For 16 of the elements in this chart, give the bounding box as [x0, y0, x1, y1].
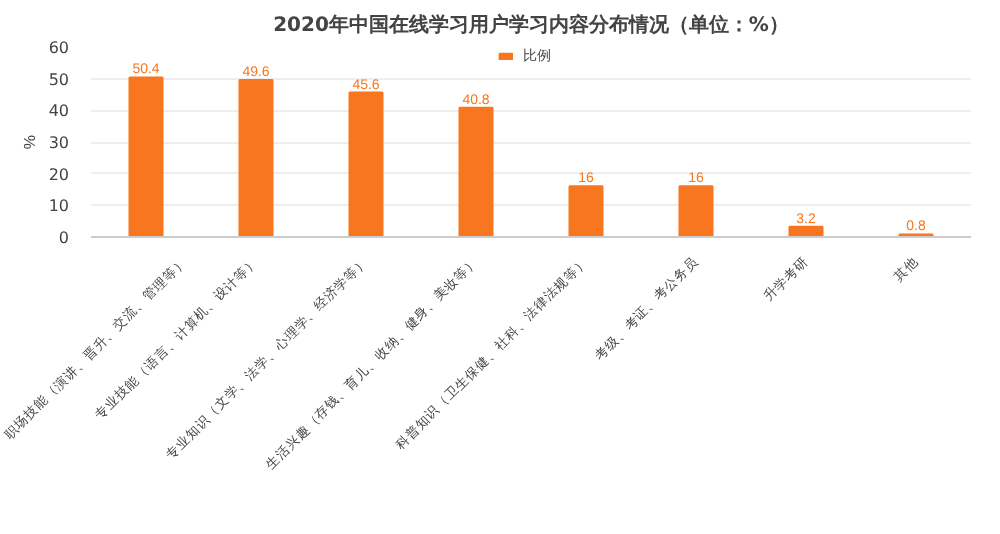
- y-tick-label: 40: [48, 102, 70, 121]
- y-tick-label: 0: [58, 229, 70, 247]
- y-tick-label: 60: [48, 39, 70, 57]
- bar: [458, 106, 494, 237]
- y-tick-label: 50: [48, 70, 70, 89]
- chart-title: 2020年中国在线学习用户学习内容分布情况（单位：%）: [273, 13, 789, 37]
- y-tick-label: 20: [48, 165, 70, 184]
- y-axis-title: %: [20, 134, 39, 150]
- bar: [678, 185, 714, 237]
- bar: [238, 78, 274, 237]
- bar: [128, 76, 164, 237]
- y-tick-label: 30: [48, 134, 70, 152]
- bar: [788, 225, 824, 237]
- bar: [348, 91, 384, 237]
- bar: [568, 185, 604, 237]
- y-tick-label: 10: [48, 197, 70, 216]
